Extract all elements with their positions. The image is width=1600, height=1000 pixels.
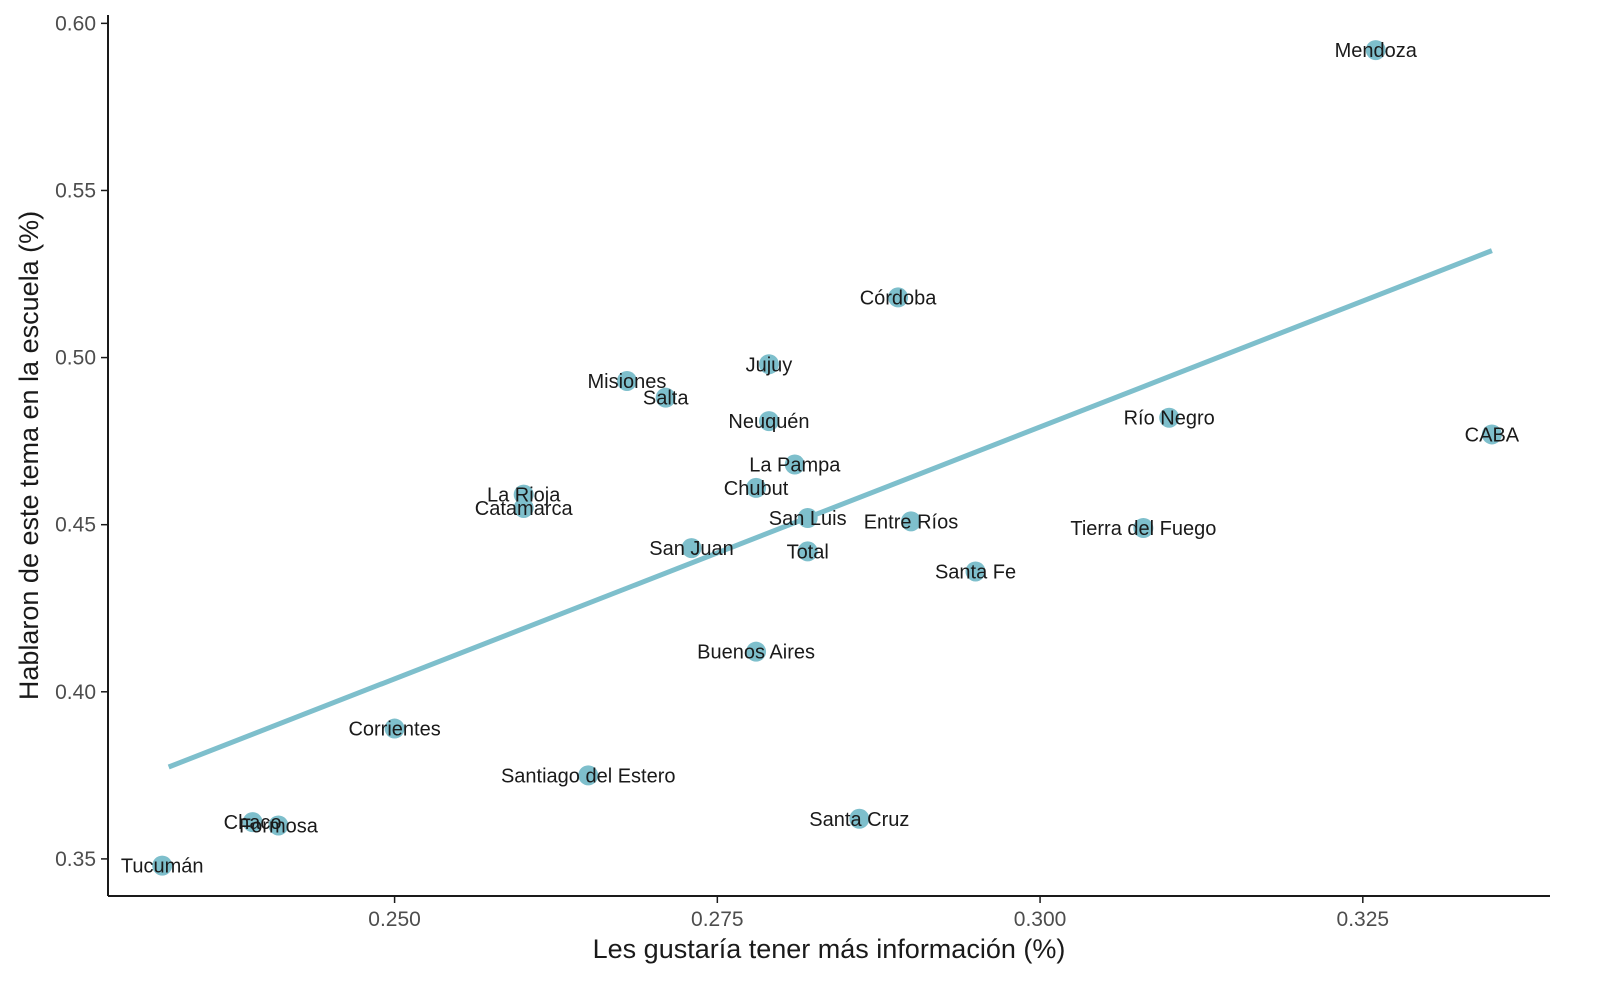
point-label: Chubut	[724, 478, 789, 500]
data-point	[965, 561, 986, 582]
data-point	[797, 541, 818, 562]
point-label: Mendoza	[1335, 40, 1418, 62]
point-label: Santa Cruz	[809, 809, 909, 831]
y-tick-label: 0.55	[55, 179, 96, 202]
point-label: Córdoba	[860, 287, 938, 309]
point-label: Misiones	[588, 371, 667, 393]
data-point	[900, 511, 921, 532]
point-label: Neuquén	[728, 411, 809, 433]
y-tick-label: 0.35	[55, 848, 96, 871]
x-tick-label: 0.300	[1014, 908, 1067, 931]
point-label: Tierra del Fuego	[1070, 518, 1216, 540]
point-label: San Luis	[769, 508, 847, 530]
point-label: Total	[787, 541, 829, 563]
x-axis-title: Les gustaría tener más información (%)	[593, 934, 1066, 964]
points-group	[152, 40, 1502, 876]
point-label: Catamarca	[475, 498, 574, 520]
point-label: Formosa	[239, 815, 319, 837]
data-point	[681, 538, 702, 559]
data-point	[655, 387, 676, 408]
data-point	[616, 370, 637, 391]
x-tick-label: 0.325	[1337, 908, 1390, 931]
data-point	[578, 765, 599, 786]
point-label: Santiago del Estero	[501, 765, 676, 787]
point-label: La Rioja	[487, 485, 561, 507]
x-tick-label: 0.275	[691, 908, 744, 931]
point-label: Río Negro	[1124, 408, 1215, 430]
trend-line	[167, 248, 1493, 770]
data-point	[152, 855, 173, 876]
point-label: Santa Fe	[935, 561, 1016, 583]
y-tick-label: 0.45	[55, 514, 96, 537]
point-label: Chaco	[224, 812, 282, 834]
y-tick-label: 0.40	[55, 681, 96, 704]
axes-group	[107, 15, 1550, 897]
point-label: Tucumán	[121, 856, 204, 878]
y-axis-title: Hablaron de este tema en la escuela (%)	[14, 211, 44, 700]
y-ticks-group: 0.35 0.40 0.45 0.50 0.55 0.60	[55, 12, 108, 871]
data-point	[849, 808, 870, 829]
data-point	[242, 812, 263, 833]
data-point	[268, 815, 289, 836]
data-point	[746, 641, 767, 662]
data-point	[1481, 424, 1502, 445]
point-label: Jujuy	[746, 354, 793, 376]
data-point	[1159, 407, 1180, 428]
point-label: Buenos Aires	[697, 642, 815, 664]
data-point	[1133, 518, 1154, 539]
y-tick-label: 0.50	[55, 347, 96, 370]
point-label: Salta	[643, 388, 689, 410]
data-point	[1365, 40, 1386, 61]
data-point	[797, 507, 818, 528]
data-point	[384, 718, 405, 739]
data-point	[513, 497, 534, 518]
point-label: San Juan	[649, 538, 734, 560]
data-point	[746, 477, 767, 498]
data-point	[758, 354, 779, 375]
trend-line-group	[167, 248, 1493, 770]
point-label: Corrientes	[348, 719, 440, 741]
data-point	[784, 454, 805, 475]
point-label: CABA	[1465, 424, 1520, 446]
data-point	[758, 411, 779, 432]
point-label: La Pampa	[749, 455, 841, 477]
point-label: Entre Ríos	[864, 511, 958, 533]
data-point	[888, 287, 909, 308]
x-ticks-group: 0.250 0.275 0.300 0.325	[368, 896, 1389, 931]
y-tick-label: 0.60	[55, 12, 96, 35]
x-tick-label: 0.250	[368, 908, 421, 931]
